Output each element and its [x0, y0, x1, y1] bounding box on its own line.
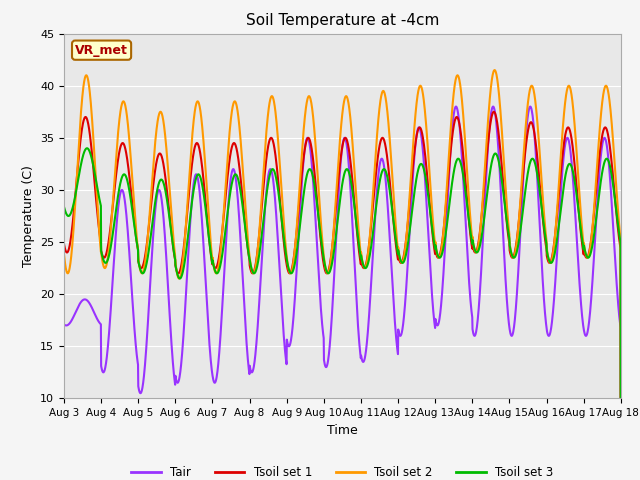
Tair [216, 350, 223, 356]
Text: VR_met: VR_met [75, 44, 128, 57]
Tair [584, 330, 591, 336]
Tsoil set 1 [371, 186, 378, 192]
Tsoil set 2 [504, 221, 512, 227]
Tsoil set 1 [568, 137, 575, 143]
Tsoil set 3 [568, 165, 575, 170]
Tsoil set 2 [584, 255, 591, 261]
Tsoil set 1 [216, 252, 223, 258]
Line: Tsoil set 2: Tsoil set 2 [64, 70, 621, 480]
Line: Tsoil set 3: Tsoil set 3 [64, 148, 621, 480]
Y-axis label: Temperature (C): Temperature (C) [22, 165, 35, 267]
Tsoil set 2 [358, 259, 366, 264]
Tsoil set 3 [216, 266, 223, 272]
Tsoil set 2 [568, 94, 575, 99]
Tsoil set 1 [60, 241, 68, 247]
Line: Tsoil set 1: Tsoil set 1 [64, 112, 621, 480]
Tsoil set 1 [490, 109, 498, 115]
Legend: Tair, Tsoil set 1, Tsoil set 2, Tsoil set 3: Tair, Tsoil set 1, Tsoil set 2, Tsoil se… [127, 461, 558, 480]
Tsoil set 2 [371, 168, 378, 174]
Tsoil set 1 [358, 263, 366, 269]
Tair [60, 322, 68, 327]
Tsoil set 3 [359, 260, 367, 265]
X-axis label: Time: Time [327, 424, 358, 437]
Tsoil set 3 [584, 254, 591, 260]
Tsoil set 1 [584, 254, 591, 260]
Line: Tair: Tair [64, 107, 621, 480]
Tair [358, 358, 366, 364]
Tsoil set 3 [83, 145, 91, 151]
Tsoil set 3 [371, 215, 379, 221]
Title: Soil Temperature at -4cm: Soil Temperature at -4cm [246, 13, 439, 28]
Tsoil set 2 [491, 67, 499, 73]
Tair [568, 162, 575, 168]
Tair [504, 315, 512, 321]
Tsoil set 3 [60, 204, 68, 210]
Tsoil set 3 [504, 229, 512, 235]
Tair [371, 223, 378, 229]
Tsoil set 2 [216, 259, 223, 265]
Tsoil set 1 [504, 234, 512, 240]
Tsoil set 2 [60, 252, 68, 257]
Tair [452, 104, 460, 109]
